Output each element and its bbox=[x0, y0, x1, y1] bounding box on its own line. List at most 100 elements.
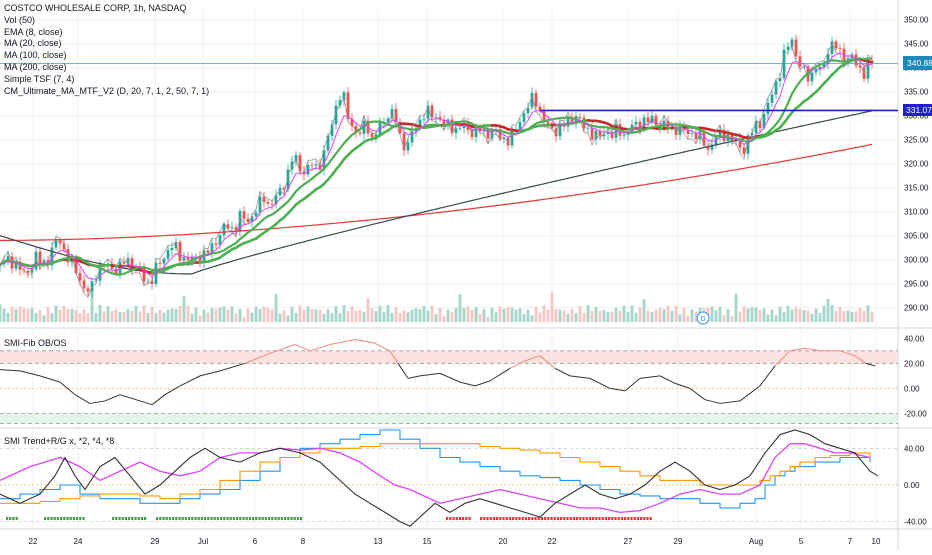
signal-dot bbox=[9, 517, 11, 520]
signal-dot bbox=[480, 517, 482, 520]
signal-dot bbox=[496, 517, 498, 520]
smi-trend-y-tick: -40.00 bbox=[904, 518, 927, 527]
volume-bar bbox=[663, 309, 666, 322]
y-tick-label: 300.00 bbox=[904, 256, 929, 265]
volume-bar bbox=[815, 308, 818, 322]
smi-fib-segment bbox=[460, 382, 475, 386]
signal-dot bbox=[468, 517, 470, 520]
volume-bar bbox=[191, 314, 194, 322]
volume-bar bbox=[479, 314, 482, 322]
volume-bar bbox=[327, 309, 330, 322]
signal-dot bbox=[446, 517, 448, 520]
signal-dot bbox=[252, 517, 254, 520]
signal-dot bbox=[640, 517, 642, 520]
signal-dot bbox=[233, 517, 235, 520]
volume-bar bbox=[59, 310, 62, 322]
volume-bar bbox=[791, 310, 794, 322]
volume-bar bbox=[95, 313, 98, 322]
chart-title: COSTCO WHOLESALE CORP, 1h, NASDAQ bbox=[4, 3, 209, 15]
signal-dot bbox=[630, 517, 632, 520]
volume-bar bbox=[863, 311, 866, 322]
candle-body bbox=[775, 81, 778, 94]
volume-bar bbox=[431, 306, 434, 322]
signal-dot bbox=[220, 517, 222, 520]
volume-bar bbox=[855, 312, 858, 322]
y-tick-label: 290.00 bbox=[904, 304, 929, 313]
signal-dot bbox=[175, 517, 177, 520]
indicator-ma100[interactable]: MA (100, close) bbox=[4, 50, 209, 62]
signal-dot bbox=[544, 517, 546, 520]
candle-body bbox=[267, 202, 270, 204]
smi-fib-segment bbox=[180, 376, 200, 386]
signal-dot bbox=[576, 517, 578, 520]
volume-bar bbox=[783, 312, 786, 322]
volume-bar bbox=[355, 311, 358, 322]
volume-bar bbox=[727, 309, 730, 322]
smi-fib-segment bbox=[440, 373, 460, 382]
signal-dot bbox=[156, 517, 158, 520]
indicator-vol[interactable]: Vol (50) bbox=[4, 15, 209, 27]
volume-bar bbox=[131, 311, 134, 322]
signal-dot bbox=[182, 517, 184, 520]
indicator-ma200[interactable]: MA (200, close) bbox=[4, 62, 209, 74]
signal-dot bbox=[204, 517, 206, 520]
candle-body bbox=[207, 250, 210, 253]
signal-dot bbox=[249, 517, 251, 520]
volume-bar bbox=[323, 314, 326, 322]
smi-fib-segment bbox=[375, 343, 390, 351]
signal-dot bbox=[486, 517, 488, 520]
volume-bar bbox=[83, 310, 86, 322]
volume-bar bbox=[647, 311, 650, 322]
signal-dot bbox=[122, 517, 124, 520]
candle-body bbox=[215, 243, 218, 245]
signal-dot bbox=[226, 517, 228, 520]
volume-bar bbox=[471, 310, 474, 322]
x-tick-label: 8 bbox=[301, 537, 306, 546]
signal-dot bbox=[258, 517, 260, 520]
volume-bar bbox=[475, 307, 478, 322]
candle-body bbox=[839, 48, 842, 49]
volume-bar bbox=[375, 311, 378, 322]
smi-trend-label[interactable]: SMI Trend+R/G x, *2, *4, *8 bbox=[4, 436, 114, 446]
volume-bar bbox=[607, 312, 610, 322]
x-tick-label: 22 bbox=[29, 537, 38, 546]
signal-dot bbox=[614, 517, 616, 520]
smi-fib-segment bbox=[640, 376, 660, 379]
signal-dot bbox=[287, 517, 289, 520]
x-tick-label: 5 bbox=[799, 537, 804, 546]
volume-bar bbox=[595, 307, 598, 322]
indicator-tsf[interactable]: Simple TSF (7, 4) bbox=[4, 74, 209, 86]
indicator-ema8[interactable]: EMA (8, close) bbox=[4, 27, 209, 39]
signal-dot bbox=[278, 517, 280, 520]
signal-dot bbox=[611, 517, 613, 520]
signal-dot bbox=[637, 517, 639, 520]
y-tick-label: 315.00 bbox=[904, 184, 929, 193]
volume-bar bbox=[15, 309, 18, 322]
candle-body bbox=[243, 211, 246, 219]
candle-body bbox=[55, 240, 58, 247]
volume-bar bbox=[155, 313, 158, 322]
volume-bar bbox=[263, 307, 266, 322]
indicator-cm-ultimate[interactable]: CM_Ultimate_MA_MTF_V2 (D, 20, 7, 1, 2, 5… bbox=[4, 86, 209, 98]
volume-bar bbox=[423, 306, 426, 322]
candle-body bbox=[39, 252, 42, 264]
smi-fib-label[interactable]: SMI-Fib OB/OS bbox=[4, 338, 67, 348]
candle-body bbox=[27, 271, 30, 273]
volume-bar bbox=[39, 310, 42, 322]
volume-bar bbox=[427, 311, 430, 322]
volume-bar bbox=[635, 313, 638, 322]
volume-bar bbox=[467, 306, 470, 322]
volume-bar bbox=[199, 316, 202, 322]
candle-body bbox=[787, 47, 790, 50]
smi-fib-segment bbox=[490, 368, 510, 381]
volume-bar bbox=[683, 308, 686, 322]
signal-dot bbox=[60, 517, 62, 520]
volume-bar bbox=[23, 308, 26, 322]
smi-fib-segment bbox=[570, 376, 590, 379]
signal-dot bbox=[230, 517, 232, 520]
signal-dot bbox=[573, 517, 575, 520]
candle-body bbox=[591, 128, 594, 140]
volume-bar bbox=[843, 311, 846, 322]
indicator-ma20[interactable]: MA (20, close) bbox=[4, 38, 209, 50]
volume-bar bbox=[107, 306, 110, 322]
